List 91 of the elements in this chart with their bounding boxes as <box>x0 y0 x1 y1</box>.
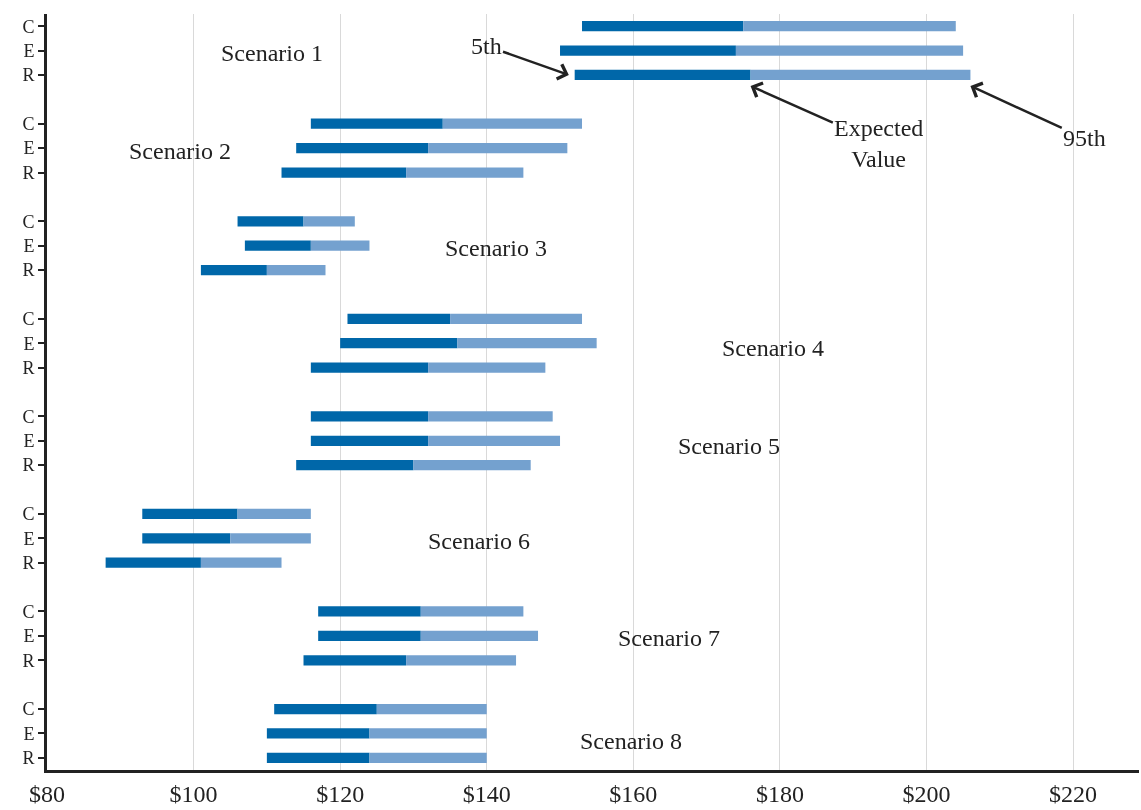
bar <box>750 69 971 81</box>
y-tick-label: E <box>23 431 35 452</box>
bar <box>244 240 311 251</box>
y-tick-label: C <box>22 211 35 232</box>
bar <box>318 606 421 617</box>
annotation: Scenario 1 <box>221 40 323 66</box>
y-tick-label: R <box>22 650 35 671</box>
bar <box>237 508 311 520</box>
y-tick-label: R <box>22 357 35 378</box>
y-tick-label: R <box>22 162 35 183</box>
bar <box>310 411 429 422</box>
bar <box>310 435 429 446</box>
bar <box>142 508 238 520</box>
y-tick-label: C <box>22 309 35 330</box>
annotation: Scenario 6 <box>428 528 530 554</box>
y-tick-label: C <box>22 699 35 720</box>
y-tick-label: R <box>22 455 35 476</box>
bar <box>318 630 421 641</box>
y-tick-label: C <box>22 504 35 525</box>
annotation: 95th <box>1063 125 1106 151</box>
annotation: Scenario 2 <box>129 138 231 164</box>
bar <box>303 655 407 666</box>
bar <box>428 435 561 446</box>
x-tick-label: $160 <box>609 780 658 807</box>
bar <box>281 167 407 178</box>
bar <box>296 460 414 471</box>
x-tick-label: $80 <box>29 780 65 807</box>
bar <box>274 703 377 715</box>
y-tick-label: E <box>23 528 35 549</box>
y-tick-label: E <box>23 333 35 354</box>
y-tick-label: C <box>22 601 35 622</box>
bar <box>303 216 355 227</box>
bar <box>230 533 311 544</box>
y-tick-label: E <box>23 626 35 647</box>
y-tick-label: E <box>23 40 35 61</box>
bar <box>310 362 429 373</box>
x-tick-label: $180 <box>755 780 804 807</box>
bar <box>369 752 487 763</box>
bar <box>376 703 487 715</box>
bar <box>406 655 517 666</box>
y-tick-label: R <box>22 65 35 86</box>
bar <box>266 264 326 276</box>
annotation: Scenario 3 <box>445 235 547 261</box>
bar <box>406 167 524 178</box>
bar <box>560 45 736 56</box>
annotation: Scenario 8 <box>580 728 682 754</box>
y-tick-label: E <box>23 723 35 744</box>
bar <box>310 240 370 251</box>
y-tick-label: C <box>22 406 35 427</box>
annotation: 5th <box>471 33 502 59</box>
bar <box>105 557 201 568</box>
x-tick-label: $220 <box>1049 780 1098 807</box>
bar <box>420 606 524 617</box>
y-tick-label: E <box>23 235 35 256</box>
bar <box>450 313 583 324</box>
annotation: Expected Value <box>834 115 924 173</box>
bar <box>296 143 429 154</box>
y-tick-label: C <box>22 16 35 37</box>
bar <box>420 630 539 641</box>
x-tick-label: $140 <box>462 780 511 807</box>
bar <box>200 264 267 276</box>
y-tick-label: C <box>22 114 35 135</box>
annotation: Scenario 4 <box>722 335 824 361</box>
bar <box>142 533 231 544</box>
x-tick-label: $120 <box>316 780 365 807</box>
y-tick-label: R <box>22 748 35 769</box>
y-tick-label: R <box>22 553 35 574</box>
bar <box>457 338 597 349</box>
y-tick-label: R <box>22 260 35 281</box>
bar <box>347 313 451 324</box>
bar <box>266 752 370 763</box>
annotation: Scenario 5 <box>678 433 780 459</box>
bar <box>442 118 583 129</box>
annotation: Scenario 7 <box>618 625 720 651</box>
bar <box>413 460 531 471</box>
bar <box>310 118 443 129</box>
bar <box>428 143 568 154</box>
bar <box>428 411 553 422</box>
x-tick-label: $100 <box>169 780 218 807</box>
y-tick-label: E <box>23 138 35 159</box>
bar <box>582 21 744 32</box>
bar <box>428 362 546 373</box>
bar <box>237 216 304 227</box>
bar <box>735 45 964 56</box>
bar <box>574 69 751 81</box>
bar <box>266 728 370 739</box>
bar <box>340 338 458 349</box>
bar <box>369 728 487 739</box>
x-tick-label: $200 <box>902 780 951 807</box>
bar <box>200 557 282 568</box>
bar <box>743 21 956 32</box>
